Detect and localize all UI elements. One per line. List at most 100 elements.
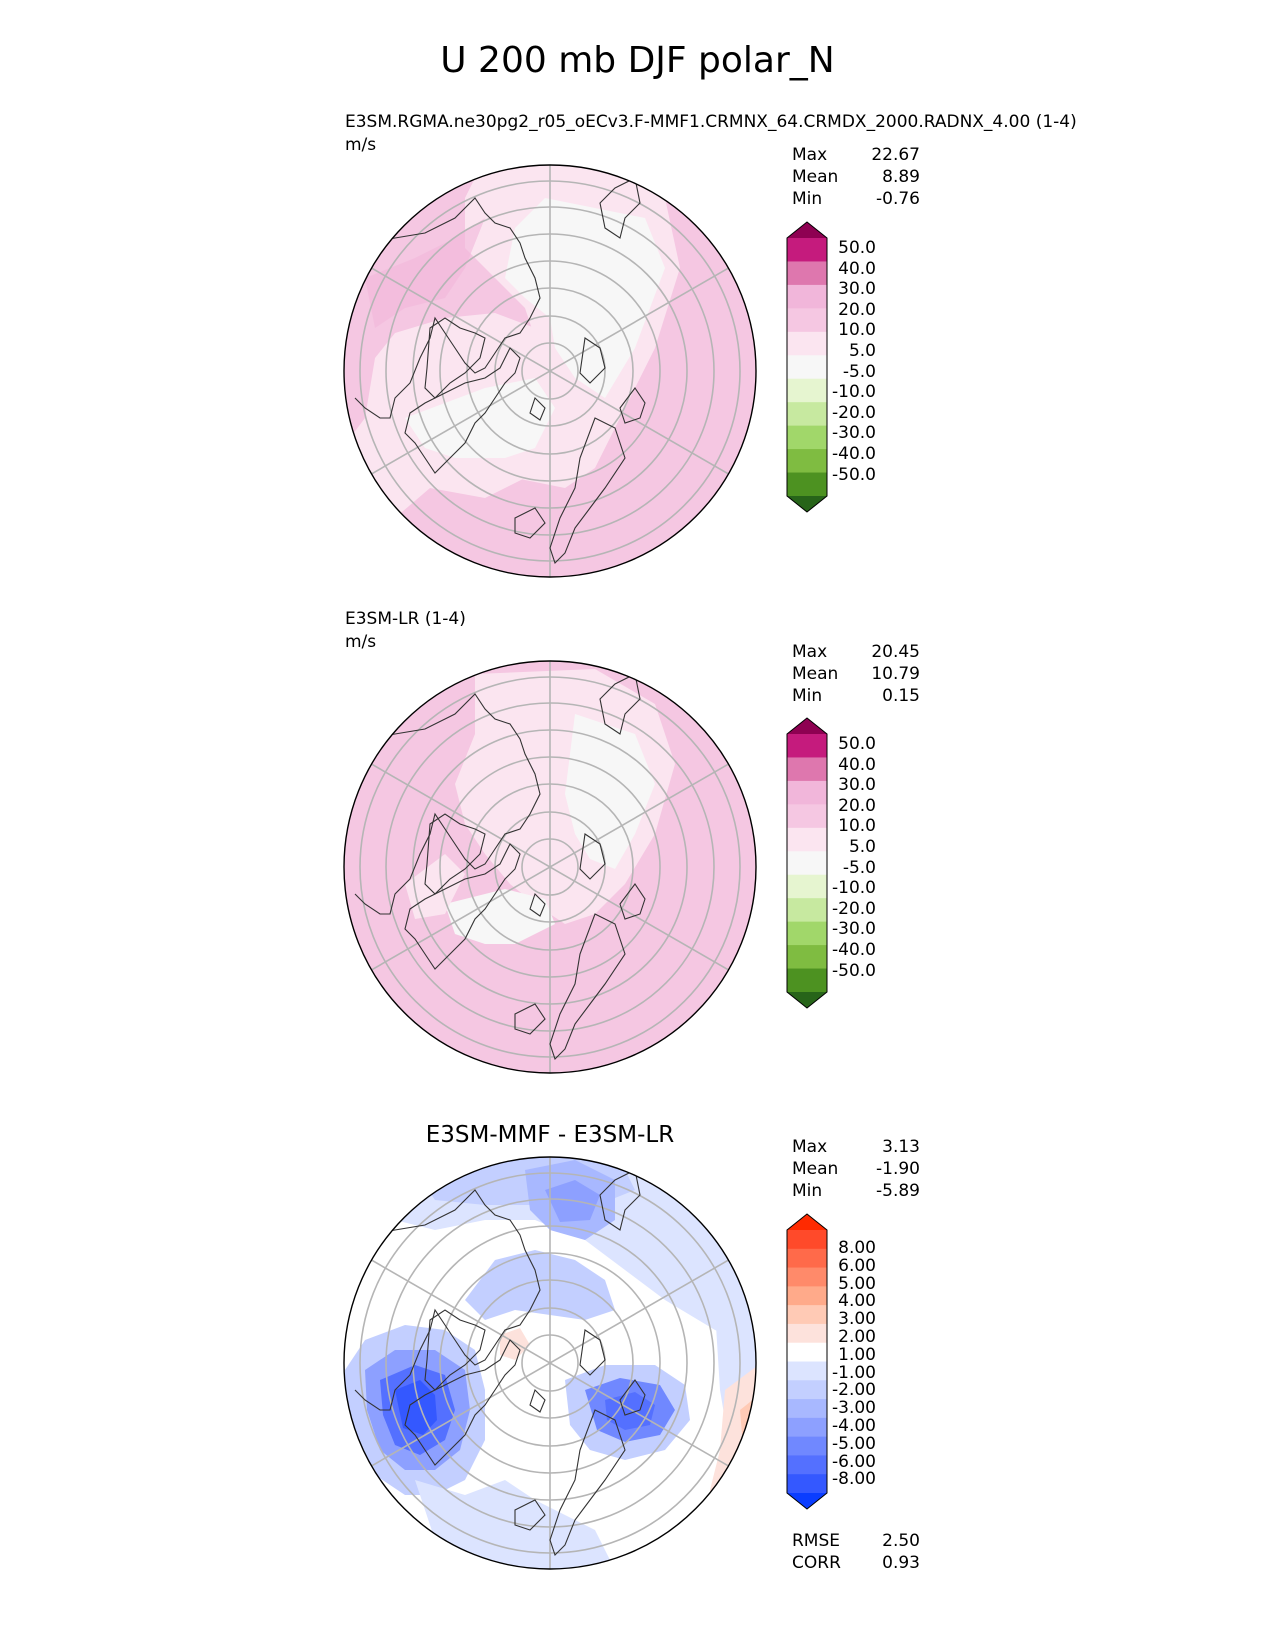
colorbar-swatch [787,1361,827,1381]
colorbar-tick-label: 1.00 [838,1344,876,1365]
colorbar-tick-label: -5.0 [842,361,876,382]
colorbar-swatch [787,734,827,758]
panel-2-units: m/s [345,632,377,652]
colorbar-swatch [787,284,827,309]
colorbar-tick-label: -4.00 [832,1416,876,1436]
graticule [344,165,756,577]
panel-3-metrics: RMSE 2.50 CORR 0.93 [792,1530,920,1574]
polar-map-3 [343,1156,757,1570]
colorbar-tick-label: -30.0 [832,423,876,444]
colorbar-swatch [787,496,827,512]
colorbar-swatch [787,1323,827,1344]
colorbar-tick-label: -5.0 [842,857,876,878]
colorbar-tick-label: 5.0 [848,837,876,857]
colorbar-tick-label: 5.00 [838,1273,876,1294]
colorbar-tick-label: -20.0 [832,402,876,423]
coastlines [354,673,646,1061]
colorbar-tick-label: -10.0 [832,878,876,899]
colorbar-swatch [787,780,827,805]
polar-map-1 [343,164,757,578]
polar-map-2 [343,660,757,1074]
colorbar-tick-label: -30.0 [832,919,876,940]
panel-1-stats: Max 22.67 Mean 8.89 Min -0.76 [792,144,920,210]
colorbar-tick-label: 6.00 [838,1255,876,1276]
colorbar-tick-label: 40.0 [838,754,876,775]
colorbar-swatch [787,757,827,782]
panel-3-title: E3SM-MMF - E3SM-LR [425,1122,675,1148]
colorbar-2 [786,717,828,1009]
colorbar-swatches [787,1214,827,1509]
colorbar-tick-label: 20.0 [838,299,876,320]
panel-2-stats: Max 20.45 Mean 10.79 Min 0.15 [792,641,920,707]
colorbar-swatch [787,804,827,829]
stat-min: Min -5.89 [792,1181,920,1201]
colorbar-swatch [787,472,827,497]
colorbar-tick-label: 5.0 [848,341,876,361]
colorbar-3 [786,1213,828,1510]
colorbar-tick-label: -40.0 [832,940,876,960]
colorbar-tick-label: 3.00 [838,1309,876,1330]
field-region [445,889,555,944]
panel-3-stats: Max 3.13 Mean -1.90 Min -5.89 [792,1136,920,1202]
field-region [500,1328,530,1360]
colorbar-tick-label: 40.0 [838,258,876,279]
colorbar-swatch [787,851,827,876]
colorbar-tick-label: -10.0 [832,382,876,403]
colorbar-swatch [787,355,827,380]
colorbar-tick-label: 30.0 [838,775,876,796]
colorbar-swatch [787,1380,827,1400]
colorbar-swatches [787,718,827,1008]
colorbar-swatch [787,827,827,852]
colorbar-swatch [787,378,827,403]
map-boundary [343,164,757,578]
stat-max: Max 22.67 [792,145,920,165]
colorbar-swatch [787,402,827,427]
metric-corr: CORR 0.93 [792,1553,920,1573]
colorbar-tick-label: -6.00 [832,1451,876,1472]
colorbar-swatch [787,1342,827,1362]
panel-2-title: E3SM-LR (1-4) [345,609,466,629]
colorbar-tick-label: -1.00 [832,1362,876,1383]
colorbar-swatches [787,222,827,512]
colorbar-tick-label: 4.00 [838,1291,876,1312]
stat-mean: Mean 8.89 [792,167,920,187]
colorbar-swatch [787,1267,827,1287]
colorbar-swatch [787,222,827,238]
colorbar-tick-label: 10.0 [838,816,876,837]
colorbar-tick-label: -3.00 [832,1398,876,1419]
stat-min: Min 0.15 [792,686,920,706]
colorbar-swatch [787,331,827,356]
colorbar-swatch [787,425,827,450]
colorbar-tick-label: 8.00 [838,1238,876,1258]
colorbar-tick-label: -20.0 [832,898,876,919]
colorbar-tick-label: -50.0 [832,960,876,981]
panel-1-units: m/s [345,135,377,155]
stat-mean: Mean 10.79 [792,664,920,684]
colorbar-swatch [787,1493,827,1509]
colorbar-swatch [787,308,827,333]
colorbar-swatch [787,921,827,946]
colorbar-1 [786,221,828,513]
colorbar-swatch [787,1230,827,1250]
field-region [565,714,655,869]
panel-1-title: E3SM.RGMA.ne30pg2_r05_oECv3.F-MMF1.CRMNX… [345,112,1077,132]
colorbar-tick-label: 10.0 [838,320,876,341]
colorbar-tick-label: -5.00 [832,1433,876,1454]
colorbar-swatch [787,1399,827,1419]
colorbar-swatch [787,898,827,923]
stat-min: Min -0.76 [792,189,920,209]
colorbar-swatch [787,1286,827,1306]
stat-max: Max 3.13 [792,1137,920,1157]
field-region [365,218,485,328]
colorbar-swatch [787,1214,827,1230]
colorbar-tick-label: -40.0 [832,444,876,464]
colorbar-swatch [787,238,827,262]
page-title: U 200 mb DJF polar_N [440,40,835,81]
colorbar-swatch [787,718,827,734]
stat-mean: Mean -1.90 [792,1159,920,1179]
colorbar-swatch [787,1248,827,1269]
map-boundary [343,660,757,1074]
colorbar-tick-label: -2.00 [832,1380,876,1401]
colorbar-swatch [787,1417,827,1438]
colorbar-swatch [787,1474,827,1494]
